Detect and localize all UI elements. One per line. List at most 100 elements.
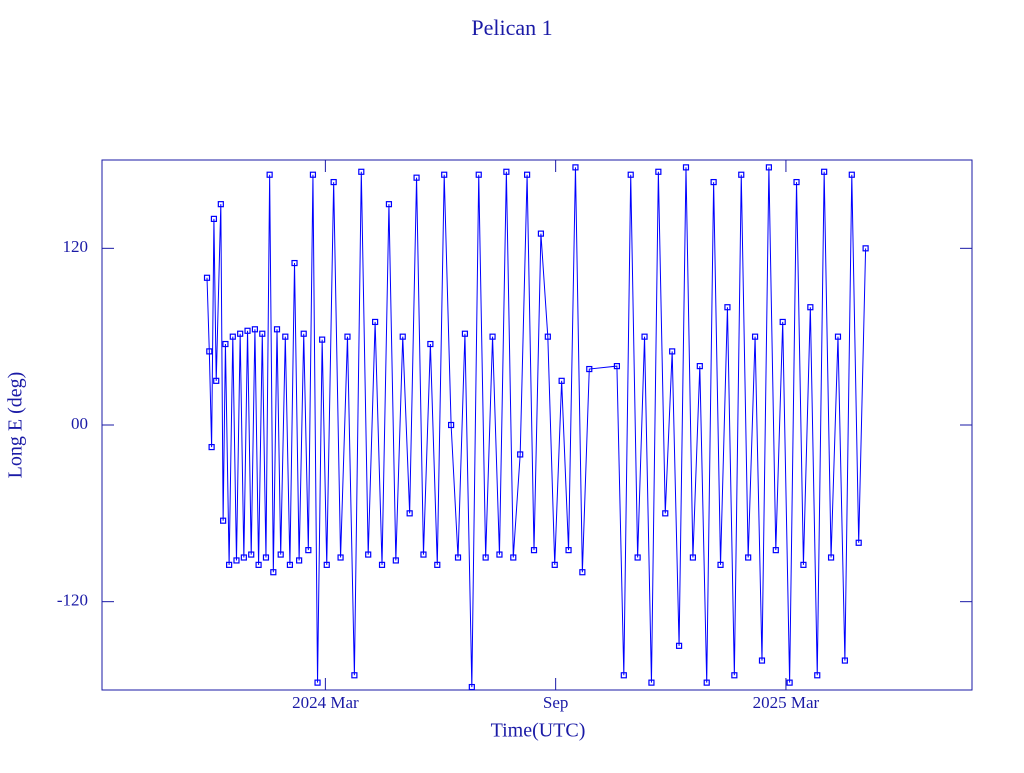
data-point	[751, 333, 759, 340]
data-point	[392, 557, 399, 564]
data-point	[434, 561, 441, 568]
x-axis-label: Time(UTC)	[491, 720, 586, 742]
data-point	[296, 557, 303, 564]
data-point	[738, 171, 745, 178]
data-point	[203, 274, 211, 281]
data-point	[814, 672, 821, 679]
x-tick-label: 2025 Mar	[753, 693, 820, 712]
data-point	[427, 340, 434, 348]
data-point	[786, 679, 793, 686]
data-point	[544, 333, 551, 340]
data-point	[217, 201, 224, 208]
data-point	[259, 330, 266, 337]
data-point	[244, 327, 251, 334]
data-point	[475, 171, 482, 178]
data-point	[270, 569, 277, 576]
data-point	[330, 178, 337, 186]
data-point	[724, 304, 731, 311]
data-point	[323, 561, 330, 568]
data-point	[461, 330, 469, 337]
data-point	[448, 421, 455, 429]
data-point	[558, 377, 565, 384]
data-point	[482, 554, 489, 561]
data-point	[745, 554, 752, 561]
data-point	[206, 348, 213, 355]
data-point	[468, 683, 475, 691]
data-point	[613, 363, 621, 370]
chart-title: Pelican 1	[471, 15, 552, 40]
data-point	[262, 554, 270, 561]
data-point	[208, 443, 215, 451]
data-point	[586, 365, 593, 373]
data-point	[710, 178, 717, 186]
data-point	[517, 451, 524, 458]
data-point	[413, 174, 420, 181]
data-point	[662, 510, 669, 517]
data-point	[510, 554, 517, 561]
data-point	[420, 551, 427, 558]
data-point	[772, 547, 779, 554]
data-point	[300, 330, 307, 337]
data-point	[530, 547, 538, 554]
data-point	[565, 547, 572, 554]
data-point	[237, 330, 244, 337]
data-point	[655, 168, 662, 175]
data-point	[765, 164, 772, 171]
data-point	[358, 168, 365, 175]
data-point	[233, 557, 240, 564]
y-axis-label: Long E (deg)	[5, 372, 27, 479]
data-point	[827, 554, 835, 561]
data-point	[454, 554, 462, 561]
data-point	[305, 547, 312, 554]
data-point	[758, 657, 766, 664]
data-point	[291, 259, 298, 267]
data-point	[862, 245, 869, 252]
data-point	[821, 168, 828, 175]
y-tick-label: -120	[57, 591, 88, 610]
data-point	[620, 672, 627, 679]
data-point	[489, 333, 496, 340]
data-point	[385, 201, 393, 208]
data-point	[372, 318, 379, 326]
data-point	[213, 377, 220, 384]
data-point	[641, 333, 648, 340]
data-point	[399, 333, 406, 340]
data-point	[669, 348, 676, 355]
data-point	[229, 333, 236, 340]
data-point	[365, 551, 372, 558]
data-point	[675, 642, 683, 649]
data-point	[351, 672, 358, 679]
data-point	[266, 171, 273, 178]
data-point	[572, 164, 579, 171]
data-point	[800, 561, 807, 568]
x-tick-label: 2024 Mar	[292, 693, 359, 712]
data-point	[551, 561, 558, 568]
data-point	[848, 171, 855, 178]
data-point	[834, 333, 842, 340]
data-point	[273, 326, 281, 333]
data-point	[282, 333, 289, 340]
data-point	[793, 178, 800, 186]
data-point	[337, 554, 344, 561]
data-point	[248, 551, 255, 558]
data-point	[689, 554, 696, 561]
data-point	[222, 340, 229, 348]
data-point	[378, 561, 386, 568]
data-point	[537, 230, 545, 237]
data-point	[703, 679, 710, 686]
data-point	[309, 171, 317, 178]
data-point	[344, 333, 351, 340]
data-point	[240, 554, 247, 561]
data-point	[277, 551, 284, 558]
data-point	[731, 672, 738, 679]
x-tick-label: Sep	[543, 693, 569, 712]
data-point	[503, 168, 510, 175]
data-point	[779, 318, 786, 326]
y-tick-label: 00	[71, 414, 88, 433]
data-point	[406, 510, 413, 517]
data-point	[717, 561, 724, 568]
data-point	[496, 551, 503, 558]
data-point	[648, 679, 655, 686]
